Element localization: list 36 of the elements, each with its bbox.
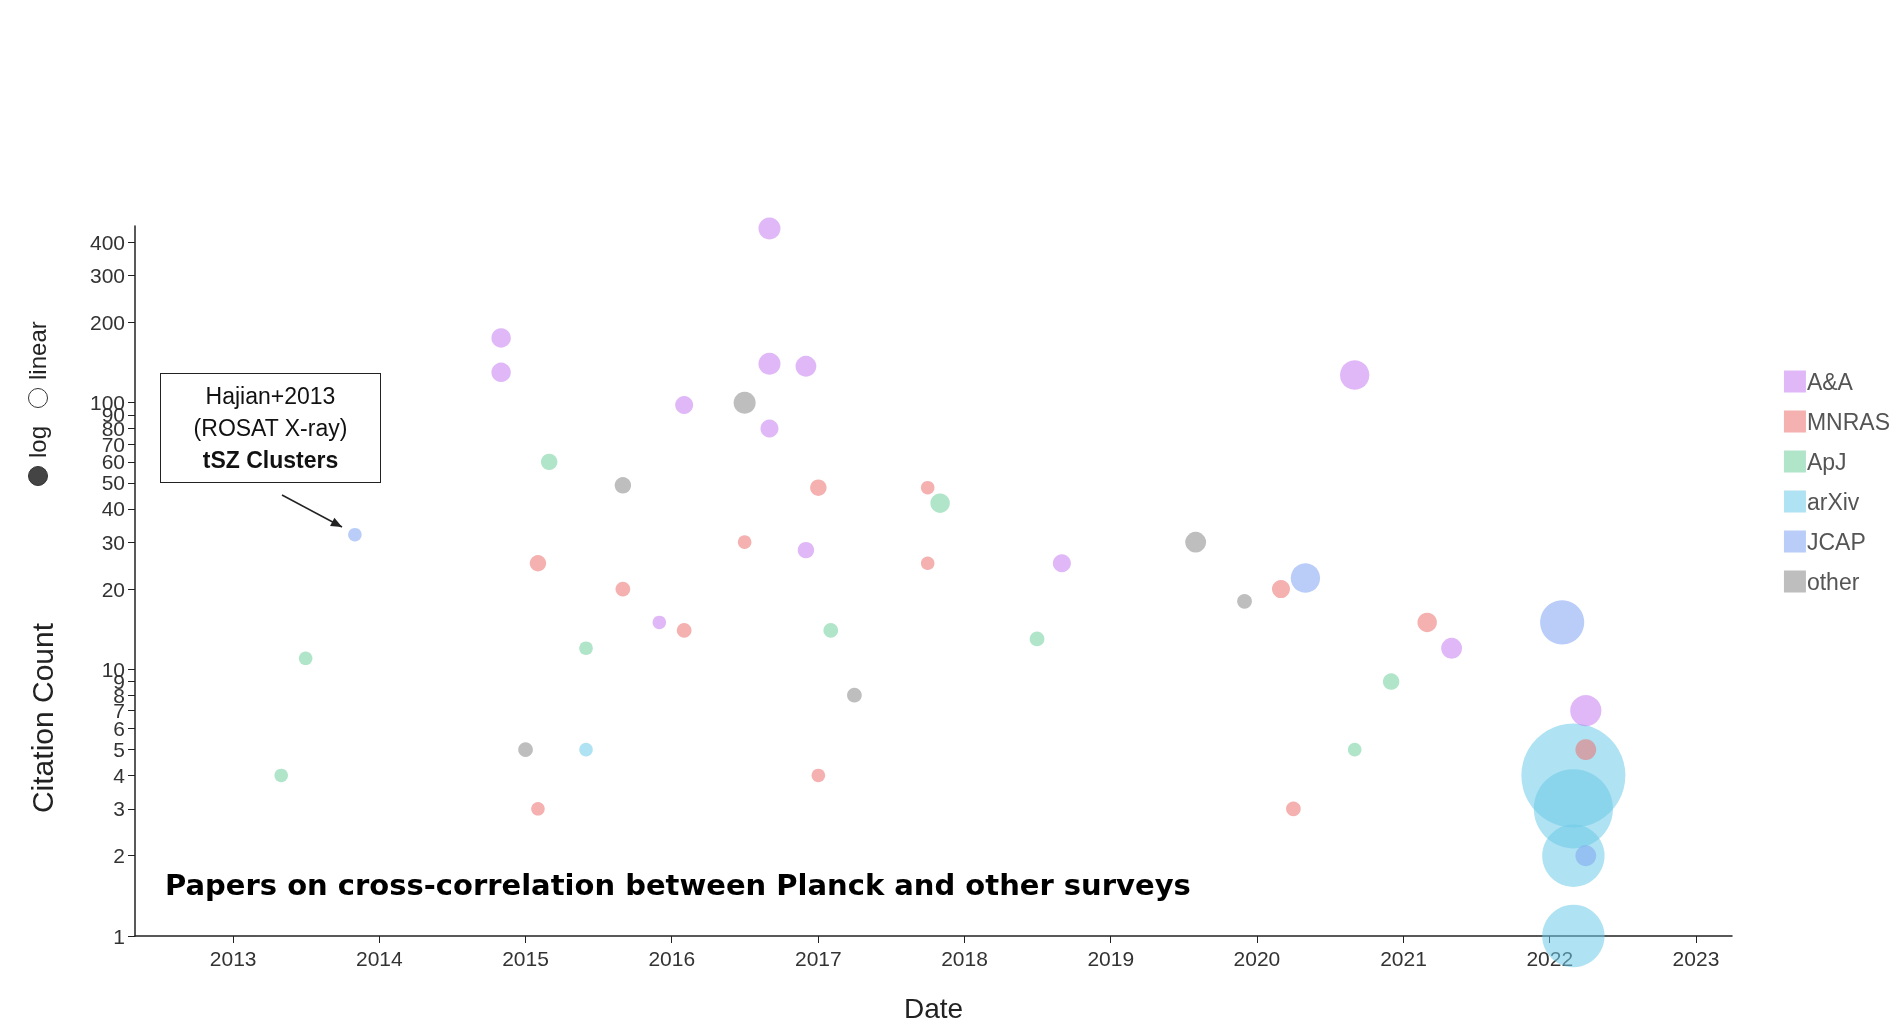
y-tick-label: 6 xyxy=(113,717,125,741)
x-axis-title: Date xyxy=(903,992,964,1024)
x-tick-label: 2019 xyxy=(1087,947,1135,970)
x-tick-label: 2017 xyxy=(794,947,842,970)
legend-label: ApJ xyxy=(1806,448,1847,475)
x-tick-label: 2015 xyxy=(502,947,549,970)
legend-label: other xyxy=(1806,568,1860,595)
y-tick-label: 20 xyxy=(101,577,125,601)
x-tick-label: 2020 xyxy=(1233,947,1281,970)
y-tick-label: 3 xyxy=(113,797,125,821)
x-tick-label: 2014 xyxy=(355,947,404,970)
text: Papers on cross-correlation between Planck and other surveys xyxy=(165,867,1191,902)
y-tick-label: 40 xyxy=(101,497,125,521)
y-tick-label: 30 xyxy=(101,530,125,554)
text: log xyxy=(24,425,52,458)
y-tick-label: 400 xyxy=(89,230,125,254)
annotation: Hajian+2013 (ROSAT X-ray) tSZ Clusters xyxy=(192,382,349,475)
legend-label: MNRAS xyxy=(1806,408,1890,435)
legend-label: arXiv xyxy=(1806,488,1860,515)
y-tick-label: 4 xyxy=(113,763,126,787)
x-tick-label: 2013 xyxy=(209,947,257,970)
y-tick-label: 5 xyxy=(113,738,125,762)
legend-label: JCAP xyxy=(1806,528,1866,555)
text: linear xyxy=(24,321,52,380)
x-tick-label: 2023 xyxy=(1672,947,1720,970)
y-tick-label: 50 xyxy=(101,471,125,495)
y-tick-label: 1 xyxy=(113,924,125,948)
x-tick-label: 2022 xyxy=(1526,947,1574,970)
y-tick-label: 200 xyxy=(89,310,125,334)
y-axis-title: Citation Count xyxy=(25,622,59,814)
x-tick-label: 2016 xyxy=(648,947,696,970)
x-tick-label: 2021 xyxy=(1380,947,1427,970)
legend-label: A&A xyxy=(1806,368,1854,395)
y-tick-label: 2 xyxy=(113,844,125,868)
y-tick-label: 300 xyxy=(89,264,125,287)
x-tick-label: 2018 xyxy=(941,947,988,970)
